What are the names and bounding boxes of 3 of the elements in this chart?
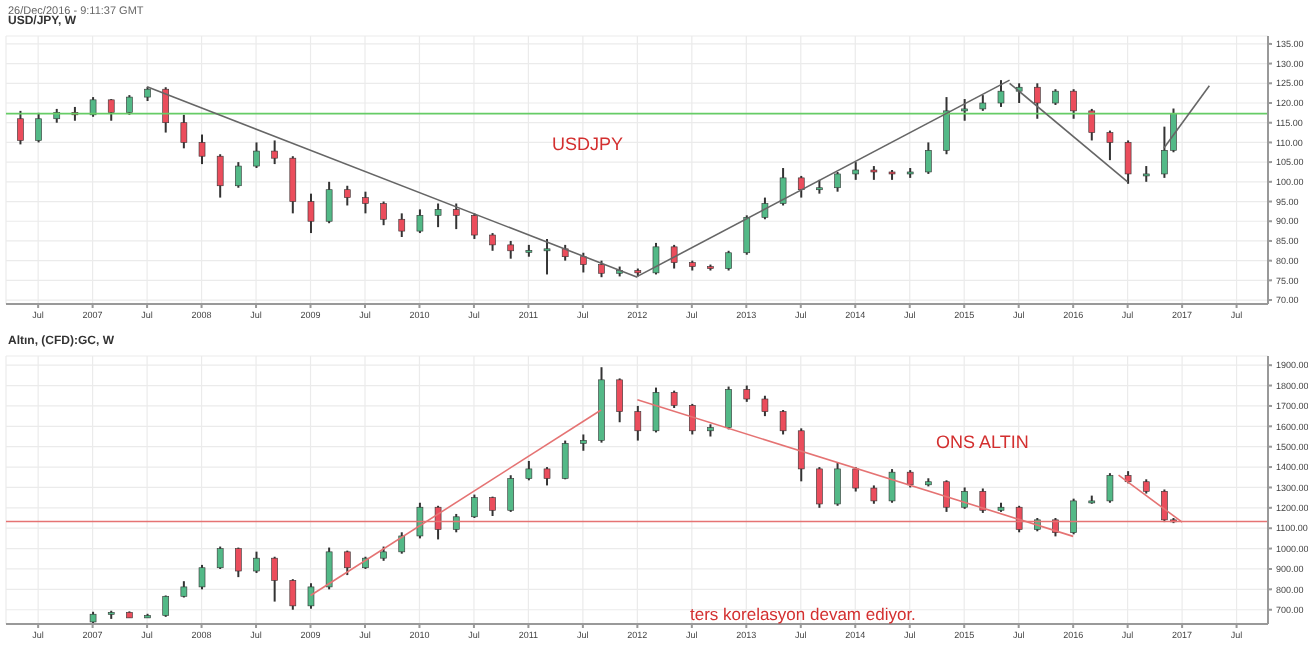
annotation: ters korelasyon devam ediyor. <box>690 604 916 624</box>
annotation: USDJPY <box>552 134 624 154</box>
annotation: ONS ALTIN <box>936 432 1029 452</box>
